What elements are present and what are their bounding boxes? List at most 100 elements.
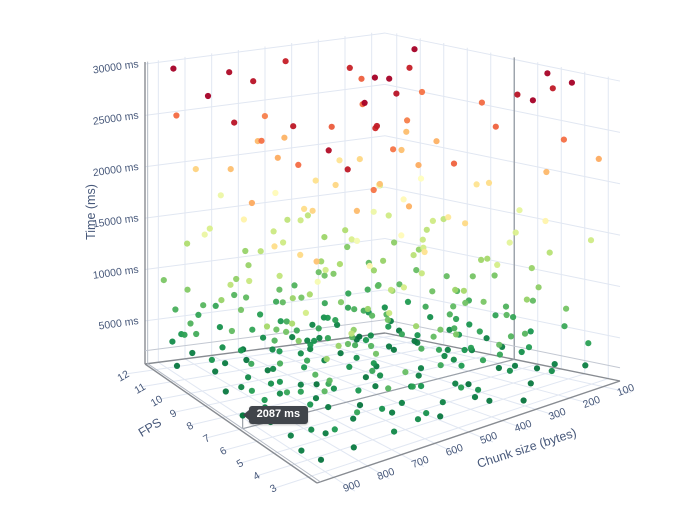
data-point[interactable]	[467, 344, 475, 351]
data-point[interactable]	[293, 327, 300, 334]
data-point[interactable]	[269, 346, 276, 353]
data-point[interactable]	[403, 128, 410, 135]
data-point[interactable]	[245, 262, 252, 269]
data-point[interactable]	[377, 372, 384, 379]
data-point[interactable]	[284, 216, 291, 223]
data-point[interactable]	[370, 208, 377, 215]
data-point[interactable]	[441, 352, 448, 360]
data-point[interactable]	[263, 323, 271, 330]
data-point[interactable]	[212, 302, 219, 309]
data-point[interactable]	[475, 386, 482, 393]
data-point[interactable]	[282, 58, 289, 65]
data-point[interactable]	[409, 383, 416, 390]
data-point[interactable]	[514, 91, 521, 98]
data-point[interactable]	[402, 369, 409, 376]
data-point[interactable]	[298, 294, 305, 301]
data-point[interactable]	[332, 181, 339, 189]
data-point[interactable]	[404, 117, 411, 124]
data-point[interactable]	[502, 303, 510, 310]
data-point[interactable]	[544, 70, 551, 77]
data-point[interactable]	[356, 156, 363, 163]
data-point[interactable]	[330, 270, 337, 277]
data-point[interactable]	[527, 380, 534, 387]
data-point[interactable]	[373, 122, 380, 130]
data-point[interactable]	[452, 380, 459, 387]
data-point[interactable]	[302, 309, 309, 316]
data-point[interactable]	[353, 207, 360, 214]
data-point[interactable]	[358, 75, 365, 82]
data-point[interactable]	[258, 137, 265, 144]
data-point[interactable]	[351, 306, 358, 313]
data-point[interactable]	[391, 239, 398, 246]
data-point[interactable]	[492, 123, 499, 130]
data-point[interactable]	[231, 119, 238, 126]
data-point[interactable]	[369, 367, 376, 374]
data-point[interactable]	[406, 64, 413, 71]
data-point[interactable]	[379, 405, 386, 412]
data-point[interactable]	[248, 387, 255, 394]
data-point[interactable]	[362, 337, 370, 344]
data-point[interactable]	[172, 306, 179, 313]
data-point[interactable]	[315, 269, 322, 276]
data-point[interactable]	[484, 255, 491, 262]
data-point[interactable]	[309, 321, 316, 328]
data-point[interactable]	[506, 239, 513, 246]
data-point[interactable]	[272, 189, 279, 197]
data-point[interactable]	[568, 79, 576, 86]
data-point[interactable]	[353, 354, 360, 361]
data-point[interactable]	[216, 324, 223, 331]
data-point[interactable]	[350, 444, 357, 451]
data-point[interactable]	[446, 311, 453, 318]
data-point[interactable]	[323, 355, 330, 363]
data-point[interactable]	[367, 332, 374, 339]
data-point[interactable]	[491, 272, 498, 279]
data-point[interactable]	[417, 175, 425, 182]
data-point[interactable]	[587, 237, 595, 244]
data-point[interactable]	[398, 232, 405, 239]
data-point[interactable]	[385, 385, 392, 392]
data-point[interactable]	[264, 367, 271, 374]
data-point[interactable]	[427, 314, 434, 321]
data-point[interactable]	[298, 447, 305, 454]
data-point[interactable]	[512, 229, 519, 236]
data-point[interactable]	[405, 203, 413, 210]
data-point[interactable]	[245, 374, 252, 381]
data-point[interactable]	[281, 134, 288, 141]
data-point[interactable]	[400, 284, 407, 291]
data-point[interactable]	[444, 346, 451, 353]
data-point[interactable]	[346, 363, 353, 370]
data-point[interactable]	[324, 335, 331, 342]
data-point[interactable]	[279, 299, 286, 306]
data-point[interactable]	[315, 325, 322, 332]
data-point[interactable]	[313, 258, 320, 265]
data-point[interactable]	[518, 348, 525, 356]
data-point[interactable]	[415, 162, 422, 169]
data-point[interactable]	[485, 179, 493, 186]
data-point[interactable]	[509, 314, 517, 321]
data-point[interactable]	[411, 46, 418, 53]
data-point[interactable]	[529, 97, 537, 104]
data-point[interactable]	[582, 362, 589, 369]
data-point[interactable]	[274, 154, 281, 161]
data-point[interactable]	[458, 362, 465, 369]
data-point[interactable]	[437, 413, 444, 420]
data-point[interactable]	[465, 381, 472, 388]
data-point[interactable]	[243, 294, 250, 301]
data-point[interactable]	[316, 334, 323, 342]
data-point[interactable]	[478, 99, 485, 106]
data-point[interactable]	[322, 266, 329, 274]
data-point[interactable]	[370, 267, 377, 274]
data-point[interactable]	[414, 416, 422, 423]
data-point[interactable]	[335, 342, 342, 349]
data-point[interactable]	[271, 337, 278, 344]
data-point[interactable]	[548, 367, 555, 375]
data-point[interactable]	[246, 277, 253, 285]
data-point[interactable]	[437, 362, 444, 369]
data-point[interactable]	[507, 333, 515, 340]
data-point[interactable]	[283, 318, 290, 325]
data-point[interactable]	[445, 214, 452, 221]
data-point[interactable]	[542, 217, 549, 225]
data-point[interactable]	[261, 396, 268, 404]
data-point[interactable]	[453, 315, 460, 323]
data-point[interactable]	[328, 123, 335, 130]
